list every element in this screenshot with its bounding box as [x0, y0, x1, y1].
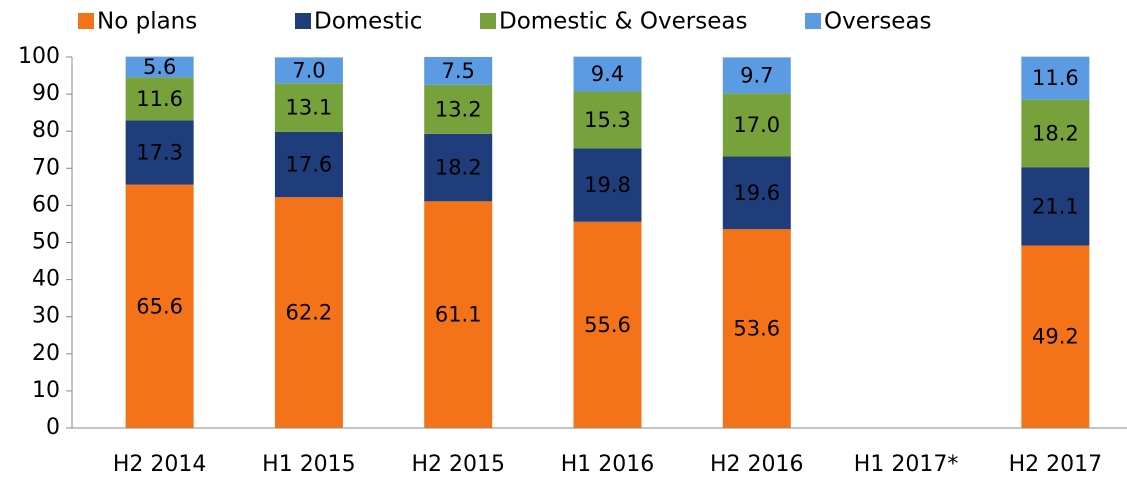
y-tick-label: 60	[32, 192, 60, 217]
bar-segment	[424, 84, 493, 134]
bar-segment	[424, 57, 493, 85]
x-tick-label: H2 2014	[113, 452, 207, 477]
x-tick-label: H2 2017	[1009, 452, 1103, 477]
x-tick-label: H1 2015	[262, 452, 356, 477]
y-tick-label: 100	[18, 44, 60, 69]
bar-segment	[424, 133, 493, 202]
y-tick-label: 70	[32, 155, 60, 180]
bar-segment	[573, 91, 642, 149]
bar-segment	[274, 83, 343, 132]
legend-label: No plans	[97, 9, 197, 35]
data-label: 5.6	[143, 55, 176, 79]
legend-swatch	[78, 13, 94, 29]
data-label: 65.6	[136, 294, 183, 318]
bar-segment	[722, 93, 791, 157]
legend-label: Domestic	[314, 9, 422, 35]
x-tick-label: H2 2016	[710, 452, 804, 477]
data-label: 7.5	[442, 59, 475, 83]
data-label: 7.0	[292, 58, 325, 82]
bar-segment	[573, 56, 642, 92]
bar-segment	[1021, 167, 1090, 246]
data-label: 49.2	[1032, 325, 1079, 349]
y-tick-label: 40	[32, 267, 60, 292]
x-tick-label: H1 2016	[561, 452, 655, 477]
legend-label: Domestic & Overseas	[499, 9, 747, 35]
data-label: 53.6	[733, 317, 780, 341]
data-label: 9.4	[591, 62, 624, 86]
data-label: 19.6	[733, 181, 780, 205]
bar-segment	[722, 156, 791, 230]
bar-segment	[1021, 99, 1090, 168]
data-label: 55.6	[584, 313, 631, 337]
bar-segment	[722, 229, 791, 428]
y-tick-label: 80	[32, 118, 60, 143]
data-label: 18.2	[1032, 121, 1079, 145]
data-label: 62.2	[286, 301, 333, 325]
bar-segment	[573, 221, 642, 428]
data-label: 11.6	[136, 87, 183, 111]
bar-segment	[573, 148, 642, 222]
bar-segment	[1021, 56, 1090, 100]
bar-segment	[274, 131, 343, 198]
legend-swatch	[480, 13, 496, 29]
data-label: 21.1	[1032, 194, 1079, 218]
data-label: 13.1	[286, 96, 333, 120]
legend-label: Overseas	[824, 9, 932, 35]
legend-swatch	[295, 13, 311, 29]
bar-segment	[1021, 245, 1090, 428]
data-label: 15.3	[584, 108, 631, 132]
data-label: 17.0	[733, 113, 780, 137]
y-tick-label: 10	[32, 378, 60, 403]
bar-segment	[274, 57, 343, 84]
bar-segment	[125, 120, 194, 185]
bar-segment	[274, 197, 343, 428]
bar-segment	[125, 77, 194, 121]
data-label: 18.2	[435, 156, 482, 180]
data-label: 13.2	[435, 97, 482, 121]
bar-segment	[424, 201, 493, 428]
bar-segment	[125, 184, 194, 428]
legend-swatch	[805, 13, 821, 29]
data-label: 11.6	[1032, 66, 1079, 90]
data-label: 61.1	[435, 303, 482, 327]
bar-segment	[125, 56, 194, 78]
y-tick-label: 20	[32, 341, 60, 366]
bar-segment	[722, 57, 791, 94]
y-tick-label: 50	[32, 230, 60, 255]
data-label: 9.7	[740, 63, 773, 87]
data-label: 19.8	[584, 173, 631, 197]
y-tick-label: 30	[32, 304, 60, 329]
data-label: 17.6	[286, 153, 333, 177]
x-tick-label: H1 2017*	[854, 452, 959, 477]
y-tick-label: 90	[32, 81, 60, 106]
x-tick-label: H2 2015	[411, 452, 505, 477]
data-label: 17.3	[136, 141, 183, 165]
y-tick-label: 0	[46, 415, 60, 440]
